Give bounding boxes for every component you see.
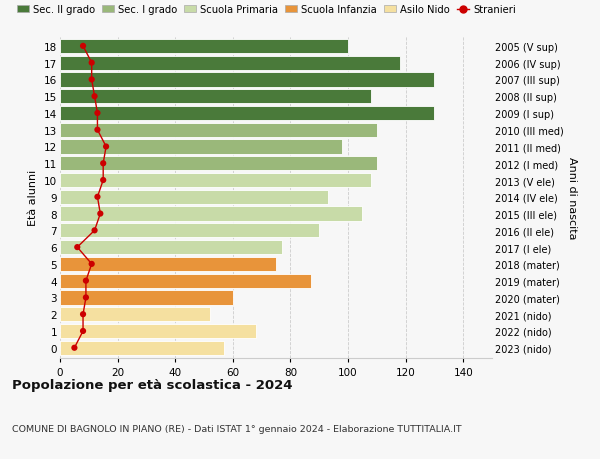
Point [87, 77, 97, 84]
Bar [60, 174, 371, 188]
Point [98, 160, 108, 168]
Bar [60, 157, 377, 171]
Bar [60, 56, 400, 71]
Text: Popolazione per età scolastica - 2024: Popolazione per età scolastica - 2024 [12, 379, 293, 392]
Point [101, 144, 111, 151]
Point [90, 227, 100, 235]
Y-axis label: Anni di nascita: Anni di nascita [568, 156, 577, 239]
Bar [60, 207, 362, 221]
Point [95, 210, 105, 218]
Point [70, 344, 79, 352]
Legend: Sec. II grado, Sec. I grado, Scuola Primaria, Scuola Infanzia, Asilo Nido, Stran: Sec. II grado, Sec. I grado, Scuola Prim… [17, 5, 515, 15]
Bar [60, 123, 377, 138]
Point [81, 294, 91, 302]
Point [78, 311, 88, 318]
Point [87, 60, 97, 67]
Point [92, 110, 102, 118]
Text: COMUNE DI BAGNOLO IN PIANO (RE) - Dati ISTAT 1° gennaio 2024 - Elaborazione TUTT: COMUNE DI BAGNOLO IN PIANO (RE) - Dati I… [12, 425, 461, 434]
Point [92, 127, 102, 134]
Point [73, 244, 82, 251]
Bar [60, 274, 311, 288]
Bar [60, 39, 348, 54]
Bar [60, 140, 342, 154]
Bar [60, 308, 210, 322]
Bar [60, 324, 256, 338]
Point [78, 43, 88, 50]
Bar [60, 224, 319, 238]
Point [78, 328, 88, 335]
Bar [60, 106, 434, 121]
Point [90, 93, 100, 101]
Point [81, 277, 91, 285]
Point [87, 261, 97, 268]
Bar [60, 73, 434, 87]
Bar [60, 190, 328, 204]
Y-axis label: Età alunni: Età alunni [28, 169, 38, 225]
Bar [60, 341, 224, 355]
Point [92, 194, 102, 201]
Bar [60, 257, 276, 271]
Bar [60, 291, 233, 305]
Point [98, 177, 108, 185]
Bar [60, 90, 371, 104]
Bar [60, 241, 282, 255]
